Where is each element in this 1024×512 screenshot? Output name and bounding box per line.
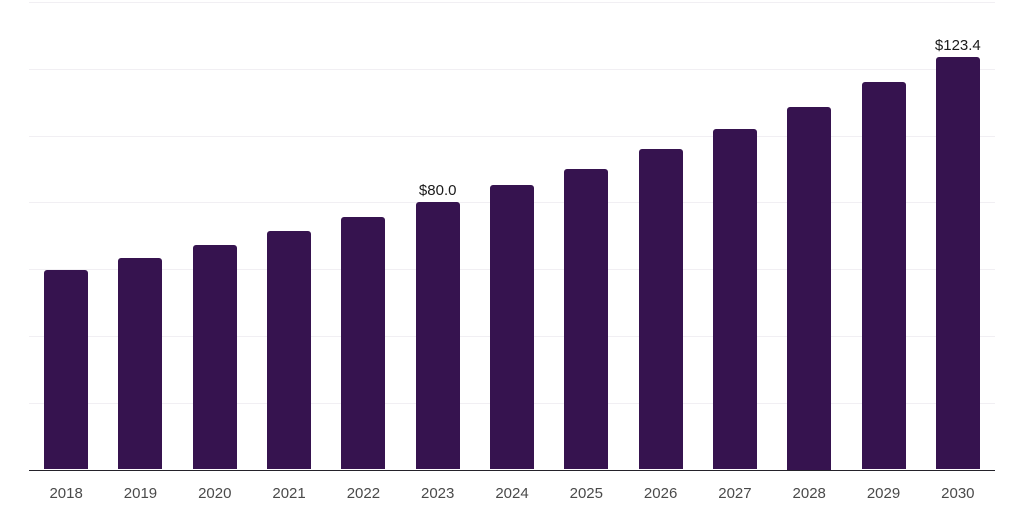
gridline-y-120: [29, 68, 995, 70]
bar-2020: [192, 245, 237, 470]
bar-2023: [415, 202, 460, 470]
bar-2029: [861, 81, 906, 470]
x-tick-label-2018: 2018: [49, 485, 83, 502]
x-tick-label-2020: 2020: [198, 485, 232, 502]
bar-value-label-2030: $123.4: [934, 37, 981, 55]
bar-2028: [787, 107, 832, 470]
bar-2027: [712, 128, 757, 470]
x-tick-label-2025: 2025: [569, 485, 603, 502]
gridline-y-140: [29, 2, 995, 3]
x-tick-label-2023: 2023: [421, 485, 455, 502]
x-tick-label-2027: 2027: [718, 485, 752, 502]
x-tick-label-2019: 2019: [123, 485, 158, 502]
bar-2026: [638, 149, 683, 470]
bar-value-label-2023: $80.0: [418, 182, 457, 200]
bar-2022: [341, 217, 386, 470]
x-tick-label-2022: 2022: [346, 485, 381, 502]
x-tick-label-2029: 2029: [866, 485, 901, 502]
x-tick-label-2028: 2028: [792, 485, 826, 502]
plot-area: 2018 2019 2020 2021 2022 $80.0 2023 2024 2025 202…: [29, 0, 995, 512]
bar-2024: [490, 185, 534, 470]
bar-2019: [118, 258, 163, 470]
bar-2021: [267, 231, 312, 470]
gridline-y-100: [29, 135, 995, 137]
x-tick-label-2024: 2024: [495, 485, 529, 502]
x-tick-label-2026: 2026: [643, 485, 678, 502]
x-tick-label-2030: 2030: [941, 485, 975, 502]
x-axis-line: [29, 469, 995, 471]
bar-2025: [564, 168, 609, 470]
bar-2030: [935, 57, 980, 470]
bar-2018: [44, 269, 89, 470]
x-tick-label-2021: 2021: [272, 485, 306, 502]
